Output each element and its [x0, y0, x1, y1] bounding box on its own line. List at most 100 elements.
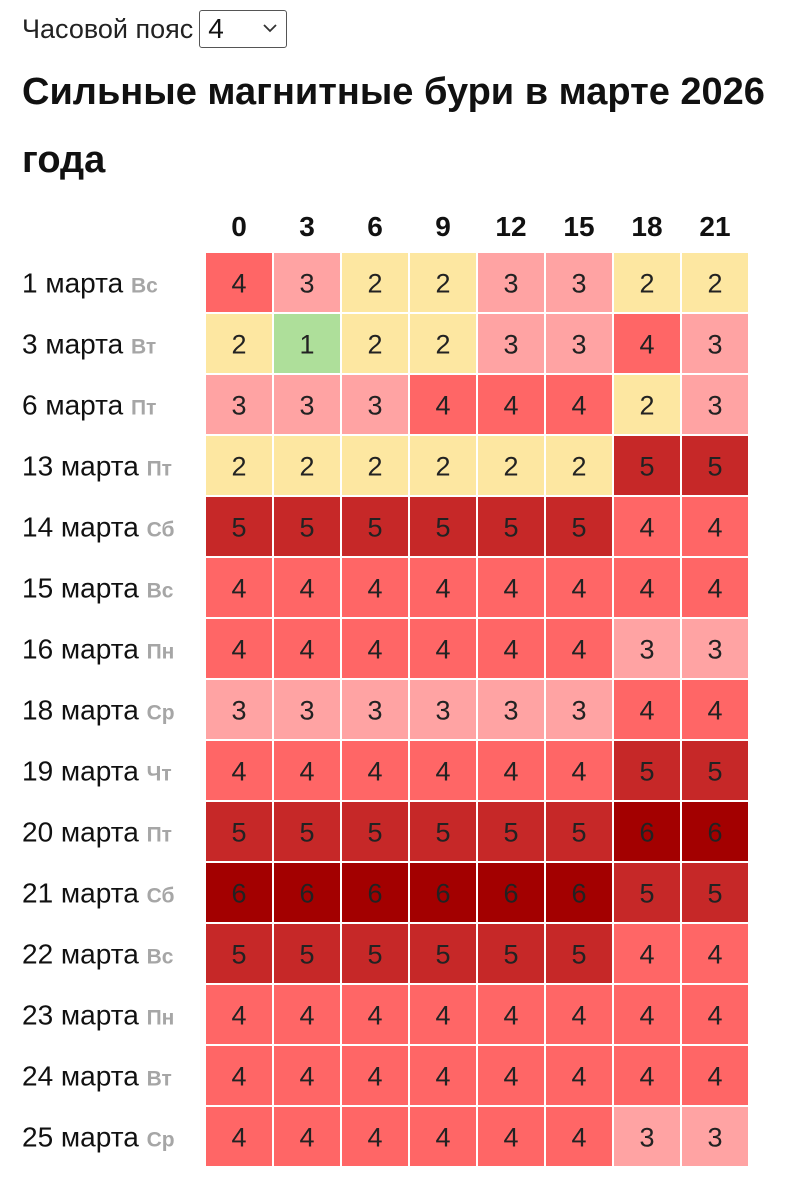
cell-value: 2: [299, 452, 314, 482]
cell-value: 2: [231, 330, 246, 360]
heatmap-cell: [408, 495, 478, 558]
heatmap-cell: [476, 373, 546, 436]
cell-value: 5: [231, 940, 246, 970]
heatmap-cell: [612, 1105, 682, 1168]
heatmap-cell: [408, 617, 478, 680]
cell-value: 4: [367, 635, 382, 665]
row-weekday: Ср: [147, 702, 175, 725]
cell-value: 3: [367, 391, 382, 421]
cell-value: 2: [435, 452, 450, 482]
cell-value: 6: [435, 879, 450, 909]
cell-value: 4: [231, 635, 246, 665]
cell-value: 4: [435, 635, 450, 665]
heatmap-cell: [476, 251, 546, 314]
cell-value: 4: [639, 513, 654, 543]
cell-value: 4: [707, 513, 722, 543]
cell-value: 3: [231, 391, 246, 421]
heatmap-cell: [680, 373, 750, 436]
heatmap-cell: [680, 495, 750, 558]
cell-value: 4: [503, 574, 518, 604]
cell-value: 5: [571, 513, 586, 543]
heatmap-cell: [544, 861, 614, 924]
column-header: 9: [435, 211, 451, 242]
cell-value: 3: [299, 391, 314, 421]
cell-value: 2: [367, 330, 382, 360]
cell-value: 3: [707, 1123, 722, 1153]
cell-value: 4: [435, 757, 450, 787]
heatmap-cell: [204, 312, 274, 375]
heatmap-cell: [204, 983, 274, 1046]
cell-value: 4: [231, 1001, 246, 1031]
cell-value: 4: [639, 574, 654, 604]
row-label: 21 марта Сб: [22, 878, 174, 909]
heatmap-cell: [544, 678, 614, 741]
cell-value: 5: [707, 757, 722, 787]
cell-value: 4: [639, 1062, 654, 1092]
cell-value: 4: [571, 1123, 586, 1153]
cell-value: 2: [639, 269, 654, 299]
row-label: 15 марта Вс: [22, 573, 174, 604]
cell-value: 4: [503, 635, 518, 665]
heatmap-cell: [340, 861, 410, 924]
cell-value: 4: [639, 696, 654, 726]
cell-value: 5: [639, 757, 654, 787]
cell-value: 4: [571, 635, 586, 665]
column-header: 21: [699, 211, 730, 242]
cell-value: 3: [571, 330, 586, 360]
cell-value: 3: [707, 330, 722, 360]
heatmap-cell: [680, 312, 750, 375]
cell-value: 4: [435, 391, 450, 421]
heatmap-cell: [204, 678, 274, 741]
cell-value: 5: [571, 940, 586, 970]
cell-value: 4: [299, 1062, 314, 1092]
cell-value: 5: [639, 452, 654, 482]
row-weekday: Пн: [147, 1007, 175, 1030]
heatmap-cell: [408, 678, 478, 741]
heatmap-cell: [476, 1105, 546, 1168]
cell-value: 2: [231, 452, 246, 482]
cell-value: 2: [639, 391, 654, 421]
heatmap-cell: [408, 800, 478, 863]
heatmap-cell: [612, 1044, 682, 1107]
row-weekday: Сб: [147, 519, 175, 542]
cell-value: 5: [571, 818, 586, 848]
cell-value: 4: [435, 574, 450, 604]
heatmap-cell: [476, 739, 546, 802]
cell-value: 5: [639, 879, 654, 909]
cell-value: 4: [231, 269, 246, 299]
cell-value: 4: [367, 574, 382, 604]
column-header: 0: [231, 211, 247, 242]
cell-value: 5: [435, 513, 450, 543]
column-header: 3: [299, 211, 315, 242]
row-weekday: Вс: [147, 946, 174, 969]
cell-value: 5: [299, 818, 314, 848]
heatmap-cell: [544, 1105, 614, 1168]
heatmap-cell: [408, 861, 478, 924]
cell-value: 4: [503, 757, 518, 787]
cell-value: 3: [571, 696, 586, 726]
cell-value: 2: [571, 452, 586, 482]
column-header: 12: [495, 211, 526, 242]
column-header: 6: [367, 211, 383, 242]
heatmap-cell: [476, 922, 546, 985]
cell-value: 4: [707, 1062, 722, 1092]
cell-value: 4: [435, 1001, 450, 1031]
heatmap-cell: [680, 1044, 750, 1107]
cell-value: 1: [299, 330, 314, 360]
cell-value: 6: [299, 879, 314, 909]
heatmap-cell: [612, 251, 682, 314]
heatmap-cell: [680, 861, 750, 924]
heatmap-cell: [680, 739, 750, 802]
heatmap-cell: [204, 922, 274, 985]
row-weekday: Вс: [147, 580, 174, 603]
timezone-select[interactable]: 4: [199, 10, 288, 48]
heatmap-cell: [340, 312, 410, 375]
row-label: 20 марта Пт: [22, 817, 172, 848]
cell-value: 4: [299, 635, 314, 665]
row-label: 16 марта Пн: [22, 634, 174, 665]
heatmap-cell: [544, 800, 614, 863]
row-weekday: Вт: [147, 1068, 172, 1091]
row-label: 24 марта Вт: [22, 1061, 172, 1092]
cell-value: 4: [299, 1123, 314, 1153]
cell-value: 2: [367, 452, 382, 482]
